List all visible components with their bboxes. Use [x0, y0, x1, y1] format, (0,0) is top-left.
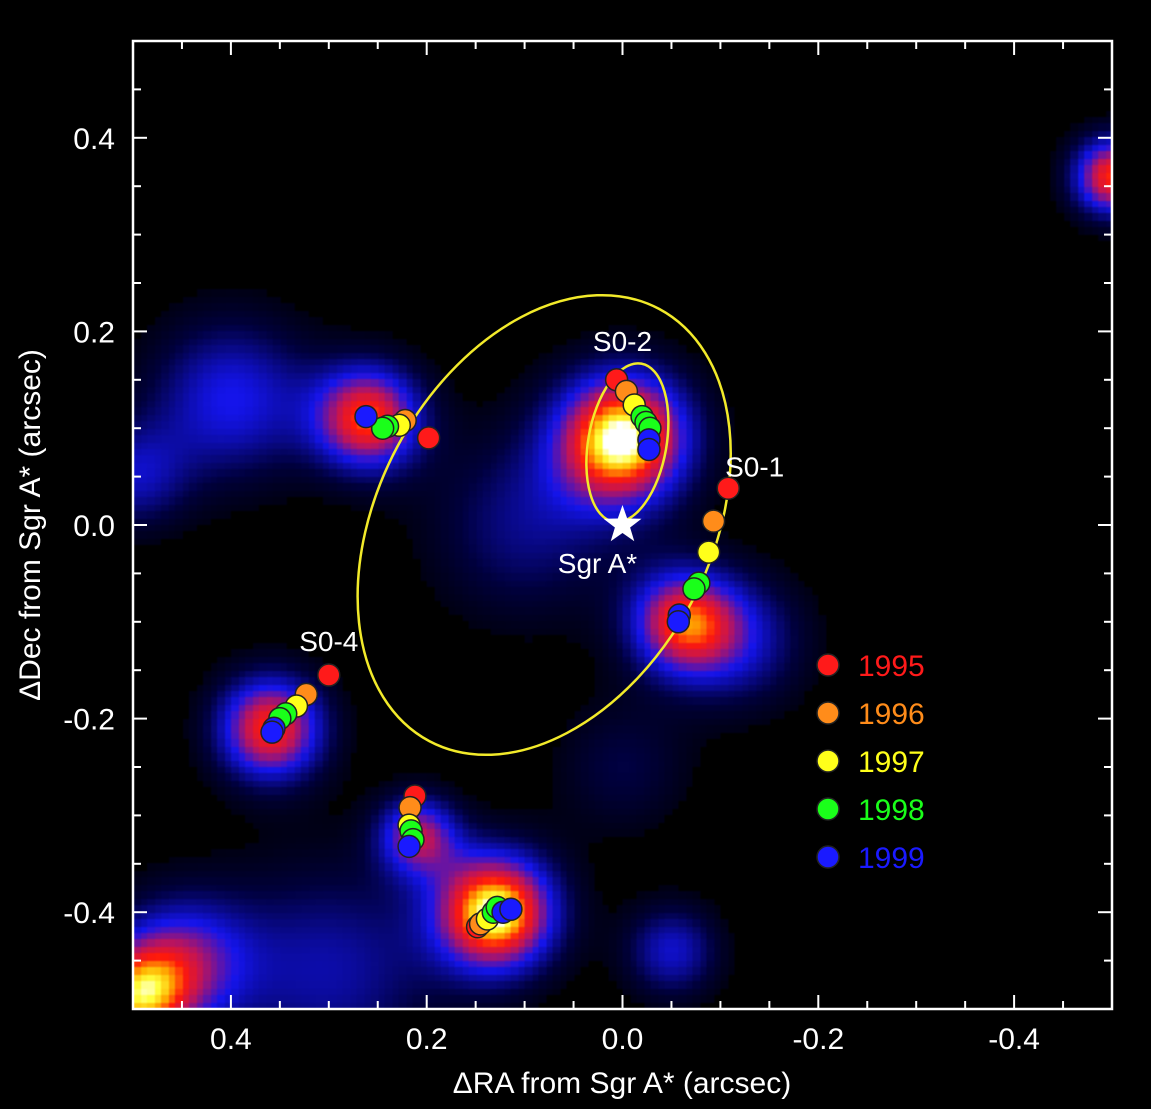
series-5 [465, 895, 523, 939]
legend-marker-1996 [816, 701, 840, 725]
star-label-s0-4: S0-4 [299, 626, 358, 657]
y-tick-label: -0.4 [63, 897, 115, 930]
legend-label-1999: 1999 [858, 842, 925, 875]
tick-marks [132, 40, 1113, 1010]
x-tick-label: 0.0 [602, 1023, 644, 1056]
data-point-1997 [696, 540, 721, 564]
data-point-1995 [716, 476, 740, 500]
series-3 [354, 404, 441, 450]
series-2 [260, 663, 341, 744]
data-point-1995 [317, 663, 341, 687]
x-tick-label: -0.2 [792, 1023, 844, 1056]
data-point-1999 [666, 610, 691, 634]
star-label-s0-2: S0-2 [593, 326, 652, 357]
orbit-large [356, 293, 732, 757]
data-point-1999 [637, 437, 661, 462]
x-tick-label: -0.4 [988, 1023, 1040, 1056]
legend: 1995 1996 1997 1998 1999 [816, 650, 925, 875]
y-axis-label: ΔDec from Sgr A* (arcsec) [14, 349, 47, 701]
sgr-a-star-icon [603, 505, 642, 542]
legend-label-1995: 1995 [858, 650, 925, 683]
series-0 [604, 368, 662, 462]
data-point-1999 [260, 720, 284, 744]
legend-marker-1998 [816, 797, 840, 821]
legend-label-1997: 1997 [858, 746, 925, 779]
star-label-s0-1: S0-1 [725, 452, 784, 483]
x-axis-label: ΔRA from Sgr A* (arcsec) [453, 1067, 791, 1100]
legend-marker-1995 [816, 653, 840, 677]
data-point-1999 [397, 834, 421, 859]
data-point-1999 [354, 404, 378, 429]
y-tick-label: 0.2 [73, 316, 115, 349]
legend-marker-1999 [816, 845, 840, 869]
data-point-1998 [682, 577, 706, 601]
data-points-layer [260, 368, 740, 939]
x-tick-label: 0.4 [210, 1023, 252, 1056]
legend-marker-1997 [816, 749, 840, 773]
sgr-a-label: Sgr A* [558, 548, 637, 579]
y-tick-label: 0.0 [73, 510, 115, 543]
data-point-1999 [499, 897, 523, 922]
data-point-1995 [416, 426, 441, 450]
tick-labels: 0.4 0.2 0.0 -0.2 -0.4 0.4 0.2 0.0 -0.2 -0.4 [63, 123, 1040, 1056]
legend-label-1996: 1996 [858, 698, 925, 731]
annotation-layer: S0-2 S0-1 S0-4 Sgr A* [299, 326, 784, 657]
legend-label-1998: 1998 [858, 794, 925, 827]
y-tick-label: 0.4 [73, 123, 115, 156]
x-tick-label: 0.2 [406, 1023, 448, 1056]
series-4 [397, 784, 427, 859]
data-point-1998 [370, 416, 395, 440]
data-point-1996 [701, 509, 726, 533]
y-tick-label: -0.2 [63, 704, 115, 737]
series-1 [666, 476, 740, 634]
